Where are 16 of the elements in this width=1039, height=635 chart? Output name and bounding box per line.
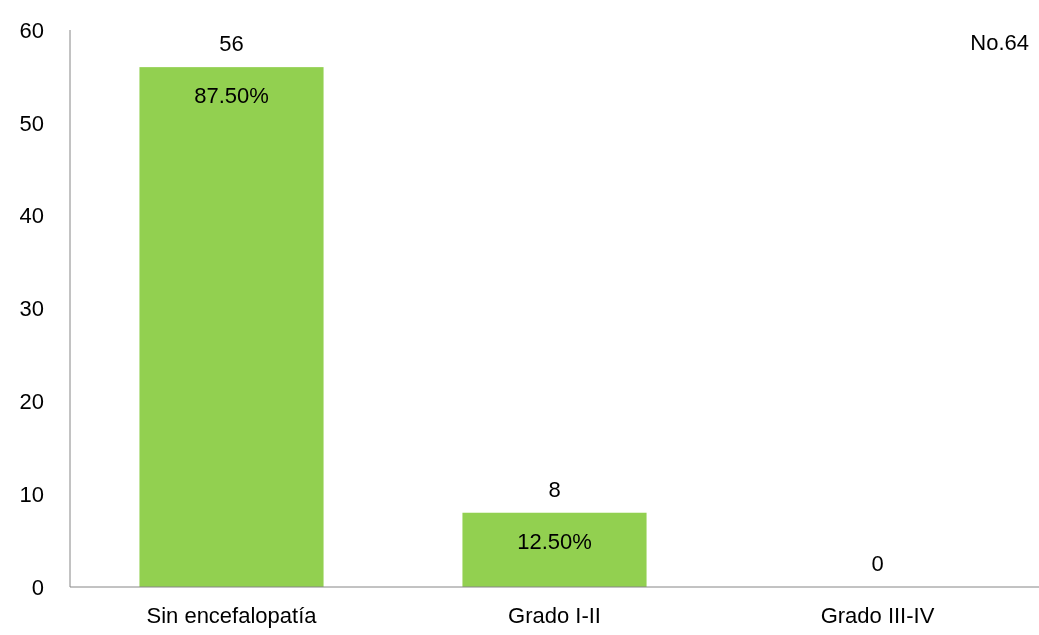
y-tick-label: 0 (31, 574, 44, 600)
y-tick-label: 60 (19, 17, 44, 43)
y-tick-label: 40 (19, 203, 44, 229)
data-label: 8 (548, 476, 561, 502)
data-label: 56 (219, 31, 244, 57)
x-tick-label: Grado I-II (508, 603, 601, 628)
y-tick-label: 20 (19, 389, 44, 415)
y-tick-label: 30 (19, 296, 44, 322)
annotation: 12.50% (517, 528, 592, 554)
annotation: No.64 (970, 30, 1029, 55)
y-tick-label: 10 (19, 481, 44, 507)
data-label: 0 (871, 551, 884, 576)
annotation: 87.50% (194, 83, 269, 109)
x-tick-label: Grado III-IV (820, 603, 935, 628)
x-tick-label: Sin encefalopatía (146, 603, 318, 628)
y-tick-label: 50 (19, 110, 44, 136)
